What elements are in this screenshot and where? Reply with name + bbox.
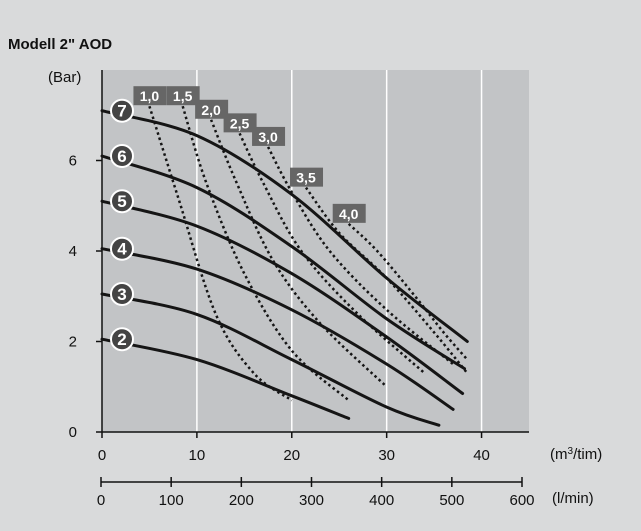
pressure-curve — [100, 154, 466, 371]
pressure-label-marker: 7 — [110, 98, 134, 123]
x-tick-label: 0 — [98, 447, 106, 464]
consumption-badge-box — [332, 203, 366, 223]
consumption-badge-box — [133, 86, 167, 106]
consumption-badge: 1,0 — [133, 86, 167, 106]
pressure-curve — [100, 109, 469, 343]
air-consumption-line — [148, 105, 293, 402]
consumption-badge-box — [290, 167, 324, 187]
consumption-label: 1,5 — [173, 88, 193, 104]
x-unit-label: (m3/tim) — [550, 446, 602, 464]
pressure-label-circle — [110, 327, 134, 352]
y-unit-label: (Bar) — [48, 69, 81, 86]
consumption-badge: 4,0 — [332, 203, 366, 223]
consumption-label: 4,0 — [339, 206, 359, 222]
consumption-badge-box — [195, 99, 229, 119]
consumption-badge: 1,5 — [166, 86, 200, 106]
consumption-label: 2,0 — [201, 102, 221, 118]
pressure-curve — [100, 292, 441, 427]
pressure-label-marker: 6 — [110, 143, 134, 168]
pressure-curve — [100, 247, 455, 411]
consumption-badge-box — [166, 86, 200, 106]
x2-tick-label: 400 — [369, 492, 394, 509]
pressure-label-marker: 5 — [110, 189, 134, 214]
consumption-label: 3,0 — [258, 129, 278, 145]
consumption-badge-box — [252, 126, 286, 146]
x-tick-label: 20 — [283, 447, 300, 464]
x-tick-label: 30 — [378, 447, 395, 464]
pressure-label-circle — [110, 189, 134, 214]
consumption-badge: 3,0 — [252, 126, 286, 146]
y-tick-label: 0 — [69, 424, 77, 441]
pressure-curve — [100, 199, 465, 395]
pressure-label-marker: 2 — [110, 327, 134, 352]
plot-area: 0 2 4 6 0 10 20 30 40 — [69, 70, 529, 464]
x2-tick-label: 600 — [509, 492, 534, 509]
pressure-label: 3 — [117, 285, 126, 304]
pressure-label-marker: 3 — [110, 281, 134, 306]
x2-tick-label: 200 — [229, 492, 254, 509]
x2-tick-label: 500 — [439, 492, 464, 509]
pressure-label-circle — [110, 98, 134, 123]
pressure-label: 6 — [117, 147, 126, 166]
chart-title: Modell 2" AOD — [8, 36, 112, 53]
pressure-label-marker: 4 — [110, 236, 134, 261]
consumption-badge-box — [223, 113, 257, 133]
consumption-label: 2,5 — [230, 115, 250, 131]
pressure-label-circle — [110, 143, 134, 168]
x2-tick-label: 100 — [159, 492, 184, 509]
consumption-badge: 3,5 — [290, 167, 324, 187]
pressure-label: 4 — [117, 240, 127, 259]
x-tick-label: 10 — [189, 447, 206, 464]
pressure-label-circle — [110, 281, 134, 306]
pressure-curve — [100, 337, 351, 420]
pressure-label: 5 — [117, 192, 126, 211]
air-consumption-line — [266, 146, 454, 366]
x2-unit-label: (l/min) — [552, 490, 594, 507]
consumption-label: 3,5 — [296, 170, 316, 186]
y-tick-label: 2 — [69, 334, 77, 351]
pressure-label: 7 — [117, 102, 126, 121]
consumption-label: 1,0 — [140, 88, 160, 104]
y-tick-label: 4 — [69, 243, 77, 260]
x-tick-label: 40 — [473, 447, 490, 464]
pressure-label-circle — [110, 236, 134, 261]
y-tick-label: 6 — [69, 153, 77, 170]
x2-tick-label: 300 — [299, 492, 324, 509]
consumption-badge: 2,5 — [223, 113, 257, 133]
pressure-label: 2 — [117, 330, 126, 349]
consumption-badge: 2,0 — [195, 99, 229, 119]
x2-tick-label: 0 — [97, 492, 105, 509]
